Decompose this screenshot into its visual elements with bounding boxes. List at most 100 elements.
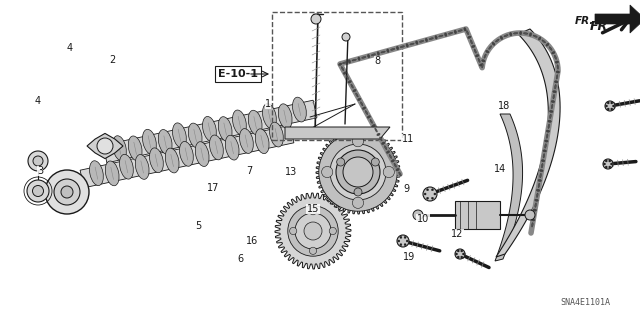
Ellipse shape [387,49,389,52]
Ellipse shape [472,45,475,48]
Ellipse shape [419,41,424,42]
Ellipse shape [543,153,545,158]
Ellipse shape [358,57,360,60]
Ellipse shape [557,65,559,69]
Ellipse shape [353,89,356,92]
Polygon shape [496,29,560,257]
Ellipse shape [360,102,363,106]
Text: 5: 5 [195,221,201,231]
Ellipse shape [352,59,356,61]
Circle shape [605,166,607,168]
Ellipse shape [554,55,557,59]
Circle shape [295,213,331,249]
Ellipse shape [556,71,559,73]
Circle shape [353,136,364,147]
Ellipse shape [380,137,382,141]
Ellipse shape [548,120,551,122]
Ellipse shape [555,61,559,63]
Ellipse shape [358,98,361,100]
Ellipse shape [396,46,399,50]
Ellipse shape [391,160,394,162]
Ellipse shape [113,136,126,160]
Circle shape [27,180,49,202]
Ellipse shape [474,49,476,53]
Ellipse shape [543,150,547,152]
Ellipse shape [492,42,495,45]
Ellipse shape [504,34,508,37]
Ellipse shape [415,41,418,44]
Circle shape [400,236,402,238]
Ellipse shape [553,91,556,93]
Circle shape [288,206,338,256]
Text: 9: 9 [403,184,409,194]
Ellipse shape [339,63,342,65]
Ellipse shape [158,130,172,154]
Circle shape [61,186,73,198]
Ellipse shape [346,75,349,79]
Ellipse shape [410,43,414,45]
Ellipse shape [449,32,452,34]
Circle shape [45,170,89,214]
Ellipse shape [377,52,380,55]
Ellipse shape [454,30,456,34]
Text: 7: 7 [246,166,252,176]
Ellipse shape [495,39,499,42]
Circle shape [343,157,373,187]
Ellipse shape [552,52,555,54]
Circle shape [304,222,322,240]
Ellipse shape [372,124,375,127]
Ellipse shape [547,130,550,132]
Ellipse shape [375,128,378,132]
Text: 18: 18 [498,101,510,111]
Circle shape [611,108,612,110]
Ellipse shape [180,141,193,166]
Ellipse shape [438,35,443,37]
Ellipse shape [150,148,163,173]
Ellipse shape [351,84,353,88]
Circle shape [97,138,113,154]
Ellipse shape [262,104,276,129]
Text: 14: 14 [494,164,506,174]
Ellipse shape [520,31,522,35]
Bar [272,12,402,140]
Circle shape [604,163,605,165]
Text: 8: 8 [374,56,380,66]
Ellipse shape [554,81,558,83]
Text: 19: 19 [403,252,415,262]
Ellipse shape [225,135,239,160]
Ellipse shape [248,110,262,135]
Circle shape [461,250,463,252]
Ellipse shape [381,51,385,53]
Circle shape [431,189,433,191]
Ellipse shape [362,107,365,109]
Circle shape [413,210,423,220]
Polygon shape [285,127,390,139]
Ellipse shape [188,123,202,148]
Ellipse shape [540,169,543,172]
Polygon shape [80,125,294,188]
Circle shape [319,133,397,211]
Ellipse shape [371,54,376,56]
Ellipse shape [470,40,472,44]
Ellipse shape [556,75,558,79]
Circle shape [330,144,386,200]
Ellipse shape [531,219,535,221]
Circle shape [400,244,402,246]
Ellipse shape [538,179,541,182]
Circle shape [426,189,429,191]
Ellipse shape [513,33,518,34]
Ellipse shape [524,33,528,34]
Ellipse shape [381,142,385,145]
Circle shape [336,150,380,194]
Text: 2: 2 [109,55,115,65]
Ellipse shape [533,35,538,37]
Ellipse shape [278,104,292,129]
Circle shape [342,33,350,41]
Ellipse shape [394,163,396,167]
Text: 17: 17 [207,183,219,193]
Ellipse shape [435,36,437,39]
Ellipse shape [553,94,554,99]
Ellipse shape [533,213,535,217]
Text: 11: 11 [402,134,414,144]
Ellipse shape [484,54,486,58]
